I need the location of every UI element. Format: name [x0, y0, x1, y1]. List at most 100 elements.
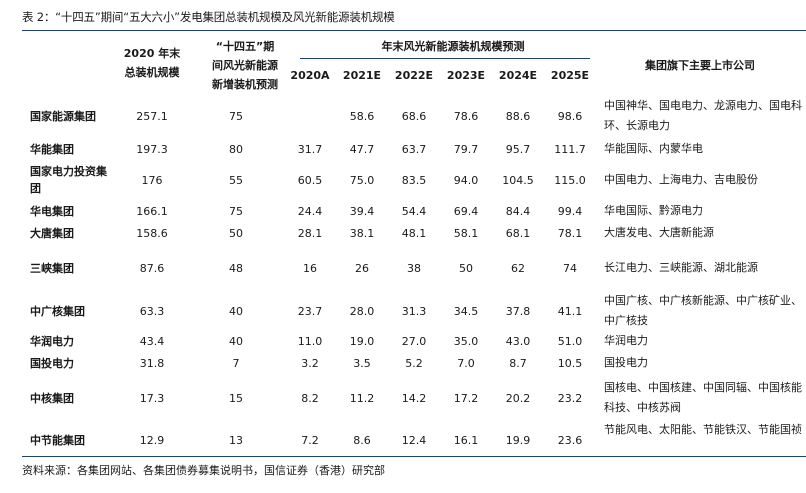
row-capacity-2020: 63.3	[139, 304, 165, 318]
header-year-2025e: 2025E	[550, 69, 590, 82]
row-companies: 国核电、中国核建、中国同辐、中国核能科技、中核苏阀	[604, 381, 802, 414]
row-year-2023e: 79.7	[453, 142, 479, 156]
row-group-name: 国投电力	[30, 356, 74, 370]
top-rule	[22, 30, 806, 31]
row-year-2021e: 47.7	[349, 142, 375, 156]
header-capacity-2020: 2020 年末 总装机规模	[123, 47, 181, 79]
row-year-2025e: 10.5	[557, 356, 583, 370]
row-year-2021e: 26	[355, 261, 369, 275]
row-year-2022e: 14.2	[401, 391, 427, 405]
row-group-name: 中广核集团	[30, 304, 85, 318]
row-year-2025e: 78.1	[557, 226, 583, 240]
row-year-2021e: 11.2	[349, 391, 375, 405]
row-companies: 华能国际、内蒙华电	[604, 142, 703, 155]
row-companies: 国投电力	[604, 356, 648, 369]
row-year-2020a: 23.7	[297, 304, 323, 318]
row-new-capacity: 15	[229, 391, 243, 405]
row-new-capacity: 40	[229, 334, 243, 348]
row-year-2023e: 50	[459, 261, 473, 275]
row-year-2020a: 16	[303, 261, 317, 275]
row-year-2023e: 69.4	[453, 204, 479, 218]
header-year-2023e: 2023E	[446, 69, 486, 82]
header-companies: 集团旗下主要上市公司	[645, 59, 755, 72]
row-year-2025e: 115.0	[554, 173, 586, 187]
row-year-2024e: 68.1	[505, 226, 531, 240]
row-year-2022e: 5.2	[405, 356, 423, 370]
row-year-2020a: 7.2	[301, 433, 319, 447]
row-group-name: 三峡集团	[30, 261, 74, 275]
row-companies: 节能风电、太阳能、节能铁汉、节能国祯	[604, 423, 802, 436]
row-companies: 中国广核、中广核新能源、中广核矿业、中广核技	[604, 294, 802, 327]
row-year-2020a: 31.7	[297, 142, 323, 156]
header-year-2021e: 2021E	[342, 69, 382, 82]
group-underline	[300, 58, 590, 59]
row-year-2021e: 19.0	[349, 334, 375, 348]
row-companies: 长江电力、三峡能源、湖北能源	[604, 261, 758, 274]
row-year-2024e: 20.2	[505, 391, 531, 405]
row-year-2020a: 24.4	[297, 204, 323, 218]
row-year-2022e: 38	[407, 261, 421, 275]
row-year-2021e: 39.4	[349, 204, 375, 218]
row-year-2023e: 17.2	[453, 391, 479, 405]
row-year-2024e: 104.5	[502, 173, 534, 187]
header-year-2024e: 2024E	[498, 69, 538, 82]
row-new-capacity: 75	[229, 109, 243, 123]
row-year-2024e: 62	[511, 261, 525, 275]
row-year-2020a: 28.1	[297, 226, 323, 240]
row-year-2023e: 16.1	[453, 433, 479, 447]
row-capacity-2020: 43.4	[139, 334, 165, 348]
row-year-2021e: 28.0	[349, 304, 375, 318]
row-year-2022e: 31.3	[401, 304, 427, 318]
row-year-2024e: 88.6	[505, 109, 531, 123]
row-year-2021e: 58.6	[349, 109, 375, 123]
row-year-2022e: 54.4	[401, 204, 427, 218]
row-new-capacity: 40	[229, 304, 243, 318]
row-year-2023e: 34.5	[453, 304, 479, 318]
row-group-name: 中节能集团	[30, 433, 85, 447]
row-year-2024e: 8.7	[509, 356, 527, 370]
row-year-2024e: 37.8	[505, 304, 531, 318]
row-capacity-2020: 31.8	[139, 356, 165, 370]
header-new-capacity: “十四五”期 间风光新能源 新增装机预测	[212, 40, 278, 91]
row-new-capacity: 55	[229, 173, 243, 187]
row-companies: 华电国际、黔源电力	[604, 204, 703, 217]
row-group-name: 国家能源集团	[30, 109, 96, 123]
row-capacity-2020: 17.3	[139, 391, 165, 405]
row-year-2023e: 7.0	[457, 356, 475, 370]
row-companies: 中国电力、上海电力、吉电股份	[604, 173, 758, 186]
row-year-2022e: 68.6	[401, 109, 427, 123]
row-capacity-2020: 176	[141, 173, 163, 187]
row-year-2024e: 19.9	[505, 433, 531, 447]
row-year-2024e: 43.0	[505, 334, 531, 348]
row-year-2020a: 3.2	[301, 356, 319, 370]
row-year-2023e: 94.0	[453, 173, 479, 187]
row-new-capacity: 7	[232, 356, 240, 370]
row-capacity-2020: 166.1	[136, 204, 168, 218]
row-companies: 华润电力	[604, 334, 648, 347]
row-new-capacity: 50	[229, 226, 243, 240]
row-year-2021e: 8.6	[353, 433, 371, 447]
row-year-2022e: 63.7	[401, 142, 427, 156]
row-year-2021e: 38.1	[349, 226, 375, 240]
row-year-2023e: 58.1	[453, 226, 479, 240]
row-year-2020a: 8.2	[301, 391, 319, 405]
bottom-rule	[22, 456, 806, 457]
row-group-name: 大唐集团	[30, 226, 74, 240]
row-companies: 中国神华、国电电力、龙源电力、国电科环、长源电力	[604, 99, 802, 132]
row-year-2025e: 41.1	[557, 304, 583, 318]
row-year-2025e: 23.2	[557, 391, 583, 405]
row-year-2021e: 3.5	[353, 356, 371, 370]
row-capacity-2020: 87.6	[139, 261, 165, 275]
header-year-2022e: 2022E	[394, 69, 434, 82]
row-capacity-2020: 158.6	[136, 226, 168, 240]
row-year-2022e: 27.0	[401, 334, 427, 348]
row-year-2025e: 23.6	[557, 433, 583, 447]
row-year-2022e: 48.1	[401, 226, 427, 240]
row-group-name: 华润电力	[30, 334, 74, 348]
row-year-2025e: 74	[563, 261, 577, 275]
row-year-2021e: 75.0	[349, 173, 375, 187]
header-forecast-group: 年末风光新能源装机规模预测	[381, 40, 525, 53]
row-new-capacity: 13	[229, 433, 243, 447]
row-capacity-2020: 12.9	[139, 433, 165, 447]
row-year-2024e: 84.4	[505, 204, 531, 218]
